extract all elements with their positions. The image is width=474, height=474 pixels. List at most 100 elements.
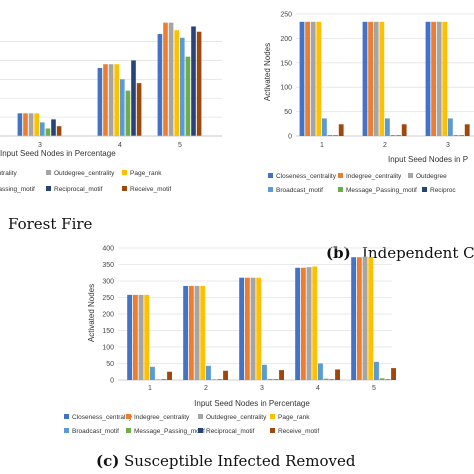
panel-c-bar-closeness-centrality-2 [183, 285, 189, 380]
panel-b-bar-reciprocal-motif-2 [396, 135, 401, 136]
panel-c-ytick-400: 400 [102, 246, 114, 253]
panel-b-xtick-1: 1 [320, 142, 324, 149]
panel-c-legend-page-rank: Page_rank [278, 414, 310, 421]
panel-c-ytick-350: 350 [102, 262, 114, 269]
panel-a-bar-reciprocal-motif-5 [191, 26, 196, 137]
panel-c-bar-receive-motif-1 [167, 371, 172, 380]
panel-a-bar-closeness-centrality-4 [97, 68, 103, 136]
panel-c-bar-broadcast-motif-5 [374, 361, 379, 380]
panel-b-xlabel: Input Seed Nodes in P [388, 155, 468, 164]
panel-c-legend-receive-motif: Receive_motif [278, 428, 319, 435]
panel-c-bar-closeness-centrality-3 [239, 277, 245, 380]
panel-c-bar-closeness-centrality-4 [295, 267, 301, 380]
panel-c-bar-outdegree-centrality-3 [250, 277, 256, 380]
panel-c-bar-indegree-centrality-1 [132, 294, 138, 380]
panel-a-legend-outdegree-centrality: Outdegree_centrality [54, 170, 115, 177]
panel-a-legend-swatch-outdegree-centrality [46, 170, 51, 175]
panel-c-bar-broadcast-motif-3 [262, 364, 267, 380]
panel-b-caption-prefix: (b) [326, 244, 351, 262]
panel-c-legend-swatch-message-passing-motif [126, 428, 131, 433]
panel-a-xtick-3: 3 [38, 142, 42, 149]
panel-c-bar-page-rank-3 [256, 277, 262, 380]
panel-b-bar-receive-motif-3 [464, 124, 470, 136]
panel-c-bar-indegree-centrality-2 [188, 285, 194, 380]
panel-b-legend-swatch-message-passing-motif [338, 187, 343, 192]
panel-b-legend-closeness-centrality: Closeness_centrality [276, 173, 337, 180]
panel-b-legend-indegree-centrality: Indegree_centrality [346, 173, 402, 180]
panel-c-legend-outdegree-centrality: Outdegree_centrality [206, 414, 267, 421]
panel-a-caption: Forest Fire [8, 215, 93, 233]
panel-a-bar-broadcast-motif-4 [120, 79, 125, 136]
panel-b-legend-reciprocal-motif: Reciproc [430, 187, 456, 194]
panel-a-bar-outdegree-centrality-5 [168, 22, 174, 137]
panel-a-legend-reciprocal-motif: Reciprocal_motif [54, 186, 103, 193]
panel-c-legend-swatch-outdegree-centrality [198, 414, 203, 419]
panel-a-bar-receive-motif-3 [56, 126, 62, 136]
panel-c-bar-outdegree-centrality-1 [138, 294, 144, 380]
panel-a: 3 4 5 Input Seed Nodes in Percentage entra… [0, 22, 222, 233]
panel-c-legend-swatch-page-rank [270, 414, 275, 419]
panel-c-bar-message-passing-motif-1 [155, 379, 161, 380]
panel-c-caption-prefix: (c) [96, 452, 119, 470]
panel-a-legend-swatch-receive-motif [122, 186, 127, 191]
panel-b-bar-receive-motif-2 [401, 124, 407, 136]
panel-c-legend-broadcast-motif: Broadcast_motif [72, 428, 119, 435]
panel-b-bar-outdegree-centrality-1 [310, 21, 316, 137]
panel-a-bar-closeness-centrality-5 [157, 34, 163, 136]
panel-b-bar-outdegree-centrality-2 [373, 21, 379, 137]
panel-b-ytick-50: 50 [284, 109, 292, 116]
panel-b-legend-swatch-closeness-centrality [268, 173, 273, 178]
panel-b-bar-page-rank-3 [442, 21, 448, 137]
panel-c-bar-message-passing-motif-2 [211, 379, 217, 380]
panel-a-bar-broadcast-motif-5 [180, 37, 185, 136]
panel-c-ylabel: Activated Nodes [87, 284, 96, 342]
panel-a-bar-reciprocal-motif-3 [51, 119, 56, 136]
panel-c-xtick-5: 5 [372, 385, 376, 392]
panel-c-ytick-150: 150 [102, 328, 114, 335]
panel-c-ytick-100: 100 [102, 345, 114, 352]
panel-c-legend-indegree-centrality: Indegree_centrality [134, 414, 190, 421]
panel-a-bar-indegree-centrality-3 [23, 113, 28, 136]
panel-c-bar-broadcast-motif-4 [318, 363, 323, 380]
panel-b-legend-broadcast-motif: Broadcast_motif [276, 187, 323, 194]
panel-c-bar-message-passing-motif-4 [323, 378, 329, 380]
panel-c-ytick-0: 0 [110, 378, 114, 385]
panel-c-bar-outdegree-centrality-4 [306, 267, 312, 380]
panel-c-bar-message-passing-motif-5 [379, 378, 385, 380]
panel-b-legend-swatch-broadcast-motif [268, 187, 273, 192]
panel-a-bar-receive-motif-4 [136, 83, 142, 136]
panel-c-legend-closeness-centrality: Closeness_centrality [72, 414, 133, 421]
panel-a-bar-page-rank-3 [34, 113, 39, 136]
panel-b-ylabel: Activated Nodes [263, 43, 272, 101]
panel-c-legend-reciprocal-motif: Reciprocal_motif [206, 428, 255, 435]
panel-c: 0 50 100 150 200 250 300 350 400 1 2 3 4 5 Activated… [64, 246, 396, 470]
panel-a-bar-reciprocal-motif-4 [131, 60, 136, 136]
panel-b-legend-swatch-reciprocal-motif [422, 187, 427, 192]
panel-c-ytick-250: 250 [102, 295, 114, 302]
panel-b-caption: Independent C [362, 244, 474, 262]
panel-a-bar-closeness-centrality-3 [17, 113, 23, 136]
panel-c-bar-reciprocal-motif-4 [329, 379, 335, 380]
panel-c-xlabel: Input Seed Nodes in Percentage [194, 399, 310, 408]
panel-c-legend-swatch-indegree-centrality [126, 414, 131, 419]
panel-a-xtick-5: 5 [178, 142, 182, 149]
panel-b-ytick-100: 100 [280, 85, 292, 92]
panel-b-bar-outdegree-centrality-3 [436, 21, 442, 137]
panel-c-ytick-300: 300 [102, 279, 114, 286]
panel-b-bar-indegree-centrality-2 [368, 21, 373, 137]
panel-b-ytick-200: 200 [280, 36, 292, 43]
panel-b-bar-indegree-centrality-1 [305, 21, 310, 137]
panel-c-bar-receive-motif-3 [279, 370, 284, 380]
panel-b-bar-broadcast-motif-1 [322, 118, 327, 136]
panel-c-bar-receive-motif-2 [223, 370, 228, 380]
panel-a-bar-receive-motif-5 [196, 31, 202, 136]
panel-b-bar-receive-motif-1 [338, 124, 344, 136]
panel-b-ytick-0: 0 [288, 134, 292, 141]
panel-a-bar-page-rank-5 [174, 30, 179, 136]
panel-c-ytick-50: 50 [106, 361, 114, 368]
panel-c-bar-receive-motif-4 [335, 369, 340, 380]
panel-a-legend-page-rank: Page_rank [130, 170, 162, 177]
panel-c-ytick-200: 200 [102, 312, 114, 319]
panel-c-xtick-4: 4 [316, 385, 320, 392]
